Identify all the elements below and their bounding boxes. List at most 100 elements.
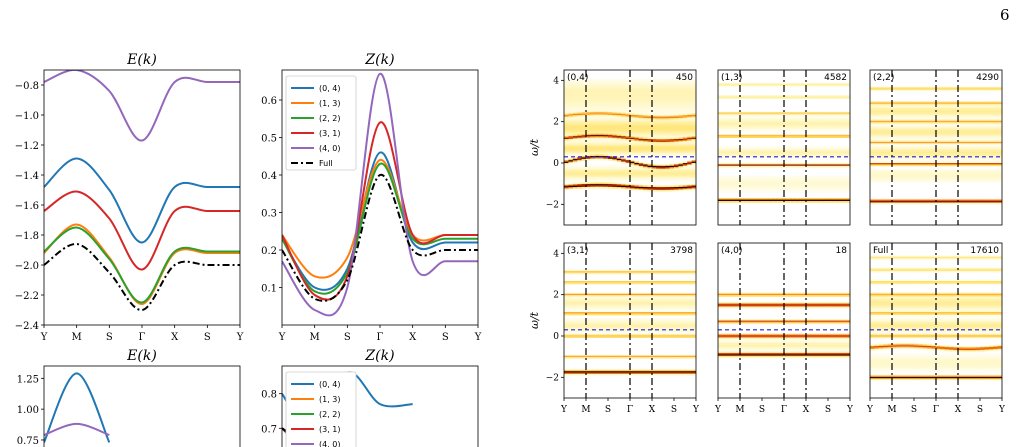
heat-cell <box>740 96 745 99</box>
heat-cell <box>603 117 609 120</box>
heat-cell <box>594 112 600 115</box>
heat-cell <box>652 165 657 168</box>
heat-cell <box>665 136 670 138</box>
heat-cell <box>731 163 736 165</box>
heat-cell <box>931 132 937 134</box>
heat-cell <box>801 151 807 154</box>
heat-cell <box>568 147 574 150</box>
heat-cell <box>660 140 666 143</box>
heat-cell <box>801 127 807 130</box>
heat-cell <box>572 84 578 86</box>
heat-cell <box>603 102 609 105</box>
heat-cell <box>594 95 600 98</box>
heat-cell <box>586 79 591 82</box>
heat-cell <box>914 161 919 164</box>
x-tick-label: Γ <box>139 332 146 343</box>
heat-cell <box>678 168 684 171</box>
heat-cell <box>678 119 684 122</box>
heat-cell <box>669 147 675 150</box>
heat-cell <box>874 89 880 92</box>
heat-cell <box>608 174 613 177</box>
heat-cell <box>590 84 596 86</box>
heat-cell <box>892 150 897 153</box>
heat-cell <box>931 113 937 116</box>
heat-cell <box>819 122 824 124</box>
heat-cell <box>832 136 838 138</box>
heat-cell <box>616 139 622 141</box>
heat-cell <box>722 151 728 154</box>
heat-cell <box>766 129 772 131</box>
heat-cell <box>936 143 941 146</box>
heat-cell <box>691 105 696 107</box>
heat-cell <box>656 143 662 146</box>
heat-cell <box>616 157 622 160</box>
heat-cell <box>660 85 666 88</box>
heat-cell <box>634 94 640 96</box>
heat-cell <box>841 119 846 122</box>
heat-cell <box>572 139 578 141</box>
heat-cell <box>792 127 798 130</box>
heat-cell <box>577 181 582 184</box>
heat-cell <box>810 157 816 160</box>
heat-cell <box>564 109 569 112</box>
heat-cell <box>740 184 745 186</box>
heat-cell <box>918 137 924 140</box>
heatmap-panel-2: (2,2) 4290 <box>869 69 1003 226</box>
heat-cell <box>828 196 833 199</box>
heat-cell <box>581 133 587 136</box>
heat-cell <box>832 85 838 88</box>
heat-cell <box>687 123 692 126</box>
heat-cell <box>931 122 937 124</box>
heat-cell <box>841 115 846 117</box>
heat-cell <box>630 132 635 134</box>
heat-cell <box>775 123 780 126</box>
heat-cell <box>762 150 767 153</box>
heat-cell <box>748 110 754 113</box>
heat-cell <box>590 81 596 84</box>
heat-cell <box>823 177 829 179</box>
heat-cell <box>568 88 574 91</box>
heat-cell <box>883 144 888 147</box>
heat-cell <box>638 174 644 177</box>
series-line-13 <box>282 159 478 279</box>
heat-cell <box>797 196 802 199</box>
heat-cell <box>682 151 688 154</box>
heat-cell <box>770 134 776 137</box>
heat-cell <box>572 178 578 181</box>
heat-cell <box>577 112 582 115</box>
heat-cell <box>603 132 609 134</box>
heat-cell <box>874 201 880 203</box>
heat-cell <box>608 171 613 174</box>
heat-cell <box>682 143 688 146</box>
heat-cell <box>581 95 587 98</box>
heat-cell <box>568 102 574 105</box>
heat-cell <box>722 147 728 150</box>
heat-cell <box>590 92 596 95</box>
heat-cell <box>909 177 915 179</box>
heat-cell <box>779 178 785 181</box>
heat-cell <box>634 92 640 95</box>
heat-cell <box>766 133 772 136</box>
heat-cell <box>564 117 569 120</box>
heat-cell <box>740 150 745 153</box>
heat-cell <box>599 86 604 89</box>
heat-cell <box>748 163 754 165</box>
heat-cell <box>660 171 666 174</box>
heat-cell <box>828 181 833 184</box>
heat-cell <box>586 170 591 172</box>
heat-cell <box>638 85 644 88</box>
heat-cell <box>678 84 684 86</box>
heat-cell <box>660 150 666 153</box>
heat-cell <box>936 146 941 148</box>
heat-cell <box>634 150 640 153</box>
heat-cell <box>914 127 919 130</box>
heat-cell <box>718 154 723 157</box>
heat-cell <box>590 164 596 167</box>
heat-cell <box>810 150 816 153</box>
heat-cell <box>784 119 789 122</box>
heat-cell <box>621 147 626 150</box>
heat-cell <box>806 96 811 99</box>
heat-cell <box>836 151 842 154</box>
heat-cell <box>735 163 741 165</box>
heat-cell <box>909 103 915 106</box>
